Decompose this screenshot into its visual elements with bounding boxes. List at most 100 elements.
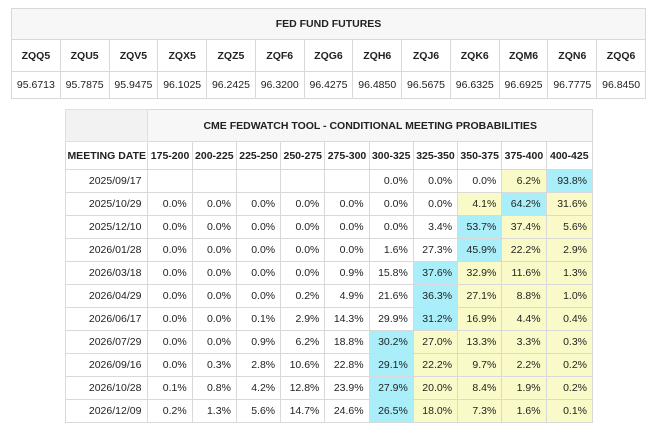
probability-cell: 0.0% [191,238,237,262]
futures-price-cell: 96.7775 [547,71,598,99]
probability-cell: 0.2% [147,399,193,423]
rate-range-header: 400-425 [545,141,594,170]
futures-contract-header: ZQK6 [449,39,500,72]
probability-cell: 45.9% [457,238,503,262]
meeting-date: 2025/10/29 [64,192,149,216]
probability-cell: 18.0% [412,399,459,423]
probability-cell: 6.2% [501,169,547,193]
probability-cell: 36.3% [412,284,459,308]
probability-cell: 14.7% [280,399,326,423]
meeting-row: 2026/04/29 0.0% 0.0% 0.0% 0.2% 4.9% 21.6% 36.3%… [64,284,594,308]
rate-range-header: 375-400 [501,141,547,170]
probability-cell [235,169,282,193]
rate-range-header: 325-350 [412,141,459,170]
fedwatch-header-row: MEETING DATE 175-200 200-225 225-250 250-27… [64,141,594,170]
probability-cell: 0.0% [191,284,237,308]
probability-cell: 22.8% [324,353,370,377]
meeting-row: 2026/01/28 0.0% 0.0% 0.0% 0.0% 0.0% 1.6% 27.3% 4… [64,238,594,262]
futures-contract-header: ZQF6 [254,39,305,72]
probability-cell: 0.0% [147,215,193,239]
probability-cell: 37.6% [412,261,459,285]
futures-price-cell: 96.4275 [303,71,354,99]
probability-cell [191,169,237,193]
probability-cell: 0.9% [324,261,370,285]
probability-cell: 27.3% [412,238,459,262]
meeting-date: 2025/09/17 [64,169,149,193]
probability-cell: 5.6% [545,215,594,239]
probability-cell: 30.2% [368,330,414,354]
probability-cell: 0.0% [412,192,459,216]
fed-fund-futures-table: FED FUND FUTURES ZQQ5 ZQU5 ZQV5 ZQX5 ZQZ5 ZQF… [11,8,646,99]
probability-cell: 0.0% [191,261,237,285]
probability-cell: 0.0% [368,215,414,239]
probability-cell: 27.1% [457,284,503,308]
fedwatch-title: CME FEDWATCH TOOL - CONDITIONAL MEETING … [147,109,593,142]
futures-price-cell: 96.6925 [498,71,549,99]
meeting-date: 2026/10/28 [64,376,149,400]
futures-price-cell: 96.8450 [596,71,646,99]
futures-contract-header: ZQX5 [157,39,208,72]
futures-contract-header: ZQM6 [498,39,549,72]
futures-contract-header: ZQZ5 [206,39,256,72]
meeting-date: 2026/06/17 [64,307,149,331]
meeting-row: 2026/10/28 0.1% 0.8% 4.2% 12.8% 23.9% 27.9% 20.… [64,376,594,400]
probability-cell: 0.0% [368,192,414,216]
probability-cell: 0.0% [235,261,282,285]
probability-cell: 0.0% [280,261,326,285]
probability-cell: 0.0% [147,353,193,377]
fedwatch-probabilities-table: CME FEDWATCH TOOL - CONDITIONAL MEETING … [64,109,594,423]
probability-cell: 0.0% [280,215,326,239]
futures-price-cell: 96.3200 [254,71,305,99]
futures-contract-header: ZQJ6 [401,39,451,72]
probability-cell: 0.0% [191,307,237,331]
probability-cell: 3.3% [501,330,547,354]
futures-header-row: ZQQ5 ZQU5 ZQV5 ZQX5 ZQZ5 ZQF6 ZQG6 ZQH6 ZQJ6 ZQK6… [11,39,646,72]
probability-cell: 53.7% [457,215,503,239]
futures-price-cell: 96.6325 [449,71,500,99]
probability-cell: 4.9% [324,284,370,308]
rate-range-header: 300-325 [368,141,414,170]
probability-cell: 21.6% [368,284,414,308]
probability-cell: 1.9% [501,376,547,400]
meeting-date: 2026/09/16 [64,353,149,377]
probability-cell: 18.8% [324,330,370,354]
futures-contract-header: ZQU5 [59,39,110,72]
meeting-date: 2026/07/29 [64,330,149,354]
probability-cell: 0.0% [280,192,326,216]
futures-price-cell: 95.9475 [108,71,159,99]
meeting-date: 2026/03/18 [64,261,149,285]
probability-cell: 0.0% [147,192,193,216]
probability-cell: 29.9% [368,307,414,331]
futures-price-cell: 95.7875 [59,71,110,99]
probability-cell: 0.0% [191,215,237,239]
probability-cell: 8.4% [457,376,503,400]
probability-cell: 0.0% [235,284,282,308]
probability-cell [324,169,370,193]
probability-cell: 7.3% [457,399,503,423]
probability-cell: 9.7% [457,353,503,377]
probability-cell: 2.9% [545,238,594,262]
meeting-row: 2026/06/17 0.0% 0.0% 0.1% 2.9% 14.3% 29.9% 31.2… [64,307,594,331]
probability-cell: 0.0% [412,169,459,193]
futures-contract-header: ZQH6 [352,39,403,72]
meeting-row: 2025/09/17 0.0% 0.0% 0.0% 6.2% 93.8% [64,169,594,193]
probability-cell: 1.3% [545,261,594,285]
rate-range-header: 175-200 [147,141,193,170]
probability-cell: 4.2% [235,376,282,400]
meeting-date-header: MEETING DATE [64,141,149,170]
meeting-row: 2025/12/10 0.0% 0.0% 0.0% 0.0% 0.0% 0.0% 3.4% 53… [64,215,594,239]
probability-cell: 15.8% [368,261,414,285]
probability-cell: 6.2% [280,330,326,354]
futures-price-cell: 95.6713 [11,71,61,99]
futures-values-row: 95.6713 95.7875 95.9475 96.1025 96.2425 96.32… [11,71,646,99]
probability-cell: 26.5% [368,399,414,423]
probability-cell: 0.0% [147,307,193,331]
probability-cell: 0.0% [191,192,237,216]
probability-cell: 0.0% [324,238,370,262]
probability-cell: 5.6% [235,399,282,423]
probability-cell: 0.1% [147,376,193,400]
probability-cell: 0.0% [147,238,193,262]
probability-cell: 2.8% [235,353,282,377]
probability-cell: 0.2% [545,353,594,377]
probability-cell: 13.3% [457,330,503,354]
